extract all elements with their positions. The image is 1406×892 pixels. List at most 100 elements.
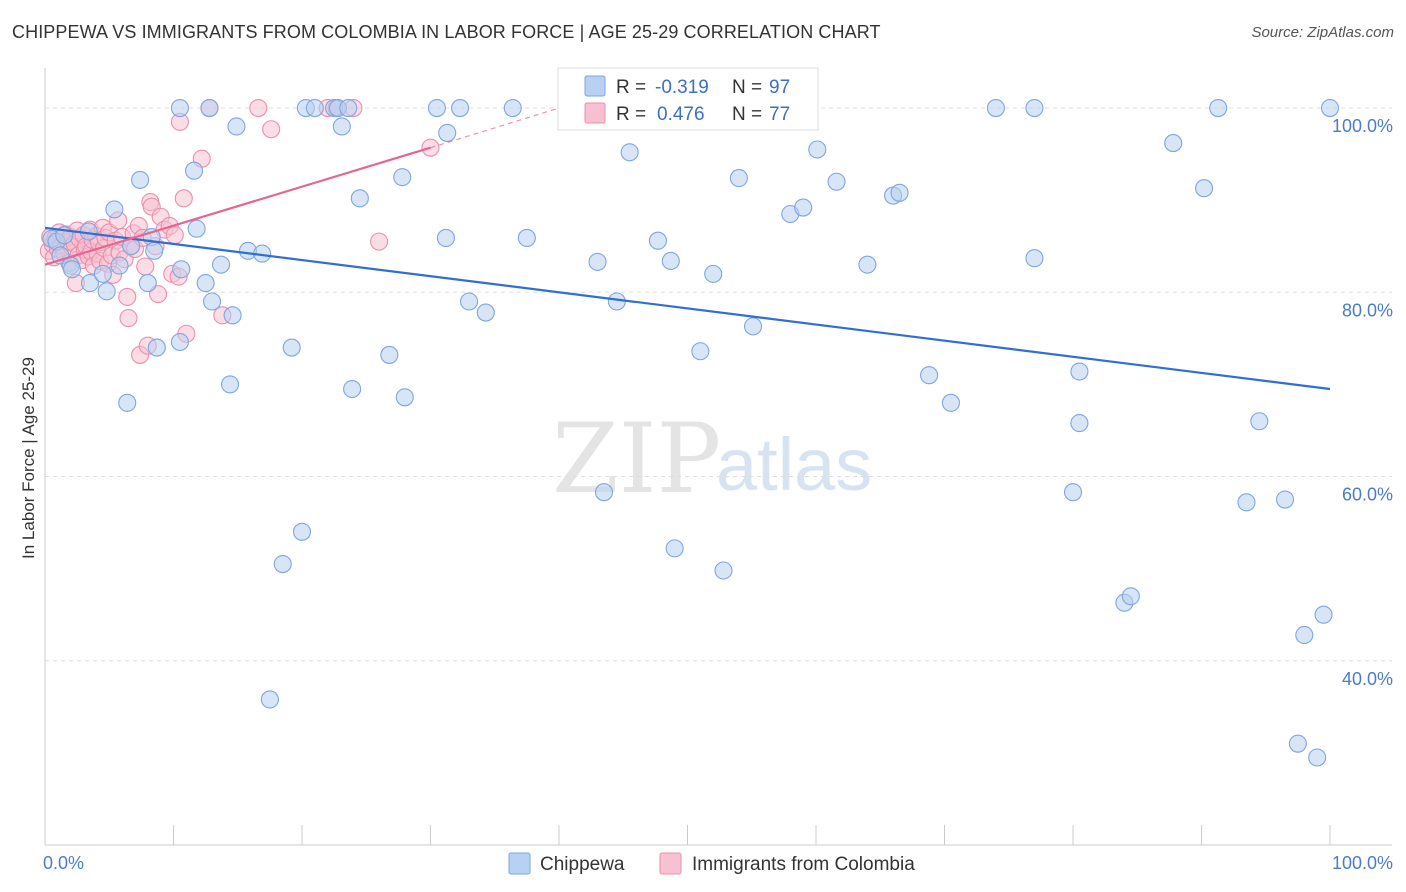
point-chippewa-86 bbox=[1164, 134, 1183, 153]
point-chippewa-20 bbox=[170, 332, 189, 352]
legend-n-value-1: 97 bbox=[769, 77, 790, 98]
point-chippewa-51 bbox=[451, 99, 470, 118]
x-tick-label-min: 0.0% bbox=[43, 853, 84, 873]
point-chippewa-36 bbox=[292, 522, 312, 541]
y-axis-label: In Labor Force | Age 25-29 bbox=[19, 357, 38, 559]
point-chippewa-72 bbox=[827, 172, 846, 191]
point-chippewa-14 bbox=[131, 170, 150, 189]
point-colombia-45 bbox=[119, 309, 138, 328]
point-colombia-70 bbox=[249, 99, 268, 118]
point-chippewa-68 bbox=[743, 317, 763, 336]
point-chippewa-76 bbox=[920, 366, 939, 385]
y-tick-label-1: 80.0% bbox=[1342, 300, 1393, 320]
point-chippewa-89 bbox=[1237, 493, 1256, 512]
correlation-legend: R = -0.319 N = 97 R = 0.476 N = 77 bbox=[557, 67, 819, 131]
point-colombia-52 bbox=[136, 257, 155, 276]
point-chippewa-94 bbox=[1308, 748, 1327, 767]
point-chippewa-44 bbox=[350, 189, 369, 208]
point-chippewa-52 bbox=[459, 292, 479, 311]
point-chippewa-77 bbox=[941, 393, 960, 412]
legend-r-value-1: -0.319 bbox=[655, 77, 709, 98]
trendline-chippewa bbox=[44, 226, 1331, 391]
y-tick-labels: 100.0% 80.0% 60.0% 40.0% bbox=[1332, 116, 1393, 689]
point-chippewa-71 bbox=[808, 140, 827, 159]
point-chippewa-12 bbox=[118, 393, 137, 412]
point-chippewa-78 bbox=[986, 99, 1005, 118]
point-chippewa-54 bbox=[503, 99, 522, 118]
point-chippewa-79 bbox=[1025, 99, 1044, 118]
point-chippewa-30 bbox=[227, 117, 246, 136]
trendline-colombia bbox=[44, 146, 431, 266]
point-colombia-75 bbox=[370, 232, 389, 251]
point-chippewa-95 bbox=[1314, 605, 1333, 624]
series-legend-swatch-chippewa bbox=[508, 852, 531, 875]
point-chippewa-56 bbox=[588, 252, 607, 271]
point-chippewa-21 bbox=[172, 260, 191, 279]
point-chippewa-15 bbox=[138, 274, 157, 293]
point-chippewa-28 bbox=[220, 375, 240, 394]
point-chippewa-53 bbox=[476, 303, 495, 322]
source-credit: Source: ZipAtlas.com bbox=[1251, 24, 1394, 41]
point-colombia-71 bbox=[262, 120, 281, 139]
point-chippewa-66 bbox=[714, 561, 733, 580]
point-chippewa-18 bbox=[147, 338, 166, 357]
point-chippewa-87 bbox=[1195, 179, 1214, 198]
point-chippewa-65 bbox=[704, 264, 723, 283]
point-chippewa-23 bbox=[187, 219, 206, 238]
point-chippewa-50 bbox=[436, 228, 455, 247]
watermark: ZIP atlas bbox=[552, 403, 872, 515]
point-chippewa-11 bbox=[110, 256, 129, 275]
point-chippewa-93 bbox=[1295, 625, 1314, 645]
point-chippewa-33 bbox=[260, 690, 279, 709]
point-chippewa-27 bbox=[211, 255, 231, 274]
point-chippewa-7 bbox=[80, 274, 100, 293]
point-chippewa-35 bbox=[282, 338, 301, 357]
point-chippewa-96 bbox=[1320, 99, 1340, 118]
legend-n-label-2: N = bbox=[732, 104, 762, 125]
y-tick-label-3: 40.0% bbox=[1342, 669, 1393, 689]
point-chippewa-81 bbox=[1070, 362, 1089, 381]
point-chippewa-55 bbox=[517, 228, 536, 247]
point-chippewa-83 bbox=[1070, 414, 1089, 433]
point-chippewa-8 bbox=[93, 264, 112, 283]
legend-r-label-1: R = bbox=[616, 77, 646, 98]
point-chippewa-42 bbox=[339, 99, 358, 118]
chart-title: CHIPPEWA VS IMMIGRANTS FROM COLOMBIA IN … bbox=[12, 22, 881, 42]
point-chippewa-34 bbox=[273, 554, 292, 574]
series-colombia-points bbox=[39, 99, 440, 364]
point-chippewa-75 bbox=[890, 183, 909, 202]
series-legend-label-chippewa: Chippewa bbox=[540, 854, 625, 875]
point-chippewa-9 bbox=[97, 282, 116, 301]
point-chippewa-82 bbox=[1063, 483, 1083, 502]
legend-n-label-1: N = bbox=[732, 77, 762, 98]
point-chippewa-47 bbox=[395, 388, 414, 407]
point-chippewa-64 bbox=[691, 342, 710, 361]
point-chippewa-59 bbox=[620, 143, 639, 162]
point-chippewa-38 bbox=[305, 99, 324, 118]
point-chippewa-10 bbox=[105, 200, 124, 219]
y-tick-label-0: 100.0% bbox=[1332, 116, 1393, 136]
series-legend-swatch-colombia bbox=[659, 852, 682, 875]
point-chippewa-19 bbox=[170, 99, 189, 118]
point-chippewa-45 bbox=[380, 345, 399, 364]
point-chippewa-46 bbox=[393, 168, 412, 187]
point-chippewa-67 bbox=[729, 169, 748, 188]
point-chippewa-70 bbox=[794, 198, 813, 217]
point-chippewa-5 bbox=[62, 260, 82, 279]
trend-lines bbox=[44, 107, 1331, 391]
point-chippewa-48 bbox=[427, 99, 446, 118]
point-chippewa-73 bbox=[858, 255, 877, 274]
legend-n-value-2: 77 bbox=[769, 104, 790, 125]
point-chippewa-41 bbox=[332, 117, 351, 136]
series-legend-label-colombia: Immigrants from Colombia bbox=[692, 854, 915, 875]
point-chippewa-62 bbox=[665, 539, 684, 558]
point-chippewa-60 bbox=[648, 231, 667, 250]
series-legend: Chippewa Immigrants from Colombia bbox=[508, 852, 915, 875]
point-chippewa-91 bbox=[1275, 490, 1295, 509]
point-chippewa-43 bbox=[343, 379, 362, 399]
point-chippewa-24 bbox=[196, 274, 215, 293]
legend-swatch-chippewa bbox=[584, 75, 606, 97]
point-chippewa-29 bbox=[223, 306, 242, 325]
point-chippewa-80 bbox=[1025, 249, 1044, 268]
